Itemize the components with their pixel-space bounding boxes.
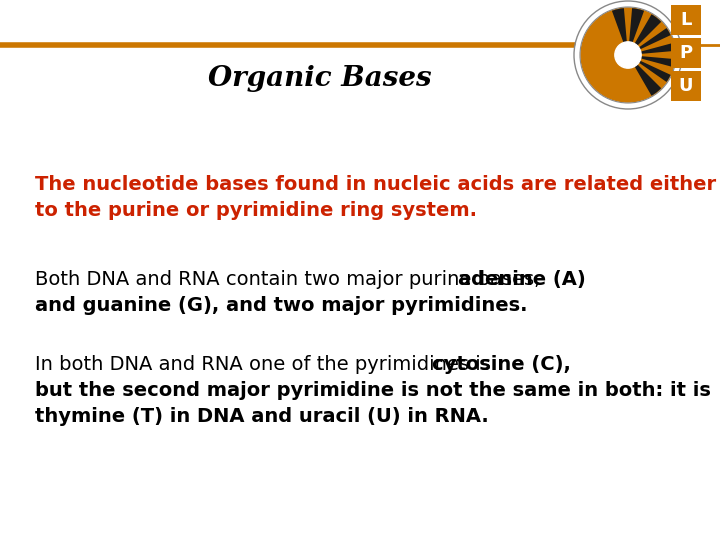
Wedge shape (612, 8, 628, 55)
Text: P: P (680, 44, 693, 62)
Text: but the second major pyrimidine is not the same in both: it is: but the second major pyrimidine is not t… (35, 381, 711, 400)
Text: cytosine (C),: cytosine (C), (432, 355, 571, 374)
Wedge shape (628, 43, 675, 55)
Text: Both DNA and RNA contain two major purine bases,: Both DNA and RNA contain two major purin… (35, 270, 546, 289)
Wedge shape (628, 55, 670, 82)
Text: The nucleotide bases found in nucleic acids are related either: The nucleotide bases found in nucleic ac… (35, 175, 716, 194)
FancyBboxPatch shape (671, 5, 701, 35)
Text: Organic Bases: Organic Bases (208, 64, 432, 91)
Circle shape (615, 42, 641, 68)
Wedge shape (628, 14, 661, 55)
Circle shape (575, 2, 681, 108)
Wedge shape (628, 8, 644, 55)
Circle shape (581, 8, 675, 102)
Text: U: U (679, 77, 693, 95)
Text: adenine (A): adenine (A) (458, 270, 586, 289)
FancyBboxPatch shape (671, 38, 701, 68)
Text: L: L (680, 11, 692, 29)
FancyBboxPatch shape (671, 71, 701, 101)
Wedge shape (628, 28, 670, 55)
Text: In both DNA and RNA one of the pyrimidines is: In both DNA and RNA one of the pyrimidin… (35, 355, 497, 374)
Wedge shape (628, 55, 661, 96)
Text: and guanine (G), and two major pyrimidines.: and guanine (G), and two major pyrimidin… (35, 296, 528, 315)
Wedge shape (628, 55, 675, 67)
Text: thymine (T) in DNA and uracil (U) in RNA.: thymine (T) in DNA and uracil (U) in RNA… (35, 407, 489, 426)
Text: to the purine or pyrimidine ring system.: to the purine or pyrimidine ring system. (35, 201, 477, 220)
